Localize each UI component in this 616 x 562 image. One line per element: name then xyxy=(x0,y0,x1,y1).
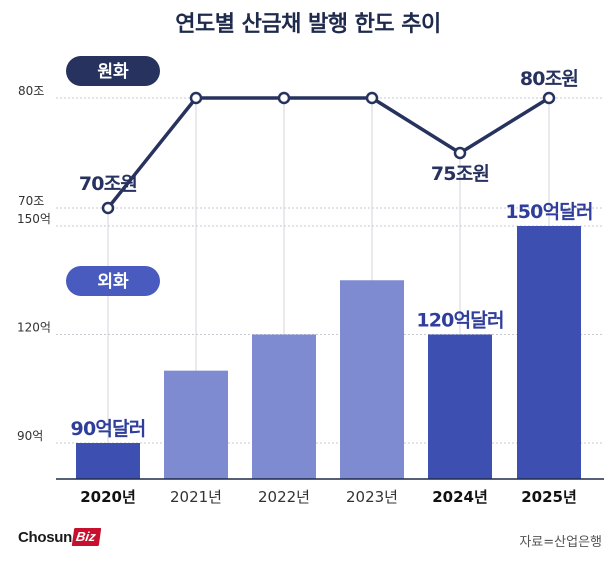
bar-2025년 xyxy=(517,226,581,479)
logo-biz-text: Biz xyxy=(71,528,101,546)
won-badge-label: 원화 xyxy=(97,62,129,82)
x-tick-label: 2025년 xyxy=(521,488,577,506)
bar-data-label: 120억달러 xyxy=(416,310,503,332)
y-tick-label: 90억 xyxy=(17,429,43,443)
x-tick-label: 2021년 xyxy=(170,488,222,506)
y-tick-label: 80조 xyxy=(18,84,44,98)
data-labels: 70조원 75조원 80조원 90억달러 120억달러 150억달러 xyxy=(71,68,594,440)
bar-2022년 xyxy=(252,334,316,479)
line-data-label: 75조원 xyxy=(431,163,489,185)
y-tick-label: 150억 xyxy=(17,212,51,226)
publisher-logo: Chosun Biz xyxy=(18,525,101,549)
bar-2024년 xyxy=(428,334,492,479)
bar-data-label: 150억달러 xyxy=(505,201,592,223)
line-point-2021년 xyxy=(189,91,203,105)
bar-series xyxy=(76,226,581,479)
bar-2021년 xyxy=(164,370,228,479)
bar-2020년 xyxy=(76,443,140,479)
y-tick-label: 70조 xyxy=(18,194,44,208)
line-point-2022년 xyxy=(277,91,291,105)
line-point-2023년 xyxy=(365,91,379,105)
line-point-2020년 xyxy=(101,201,115,215)
x-tick-label: 2023년 xyxy=(346,488,398,506)
y-tick-label: 120억 xyxy=(17,321,51,335)
x-tick-label: 2024년 xyxy=(432,488,488,506)
x-tick-label: 2022년 xyxy=(258,488,310,506)
line-point-2024년 xyxy=(453,146,467,160)
won-badge-pill xyxy=(66,56,160,86)
line-data-label: 70조원 xyxy=(79,173,137,195)
bar-data-label: 90억달러 xyxy=(71,418,146,440)
line-path xyxy=(106,96,550,210)
line-series xyxy=(101,91,556,215)
x-tick-label: 2020년 xyxy=(80,488,136,506)
logo-main-text: Chosun xyxy=(18,528,73,546)
fx-badge-label: 외화 xyxy=(97,272,129,292)
bar-2023년 xyxy=(340,280,404,479)
line-data-label: 80조원 xyxy=(520,68,578,90)
chart-title: 연도별 산금채 발행 한도 추이 xyxy=(175,12,441,37)
source-note: 자료=산업은행 xyxy=(519,535,602,550)
axes: 70조 80조 90억 120억 150억 2020년 2021년 2022년 2023년 202… xyxy=(17,84,604,506)
fx-badge-pill xyxy=(66,266,160,296)
line-point-2025년 xyxy=(542,91,556,105)
